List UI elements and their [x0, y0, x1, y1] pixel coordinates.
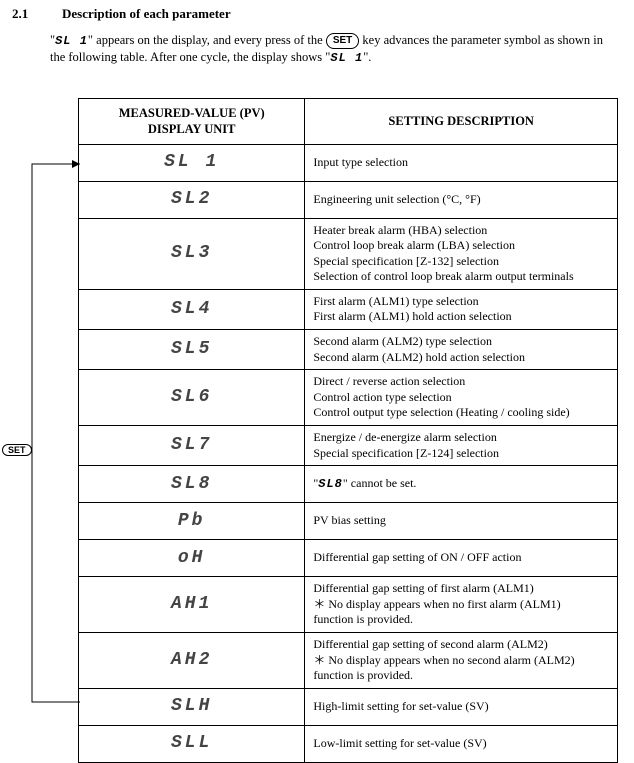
table-row: SLL Low-limit setting for set-value (SV): [79, 725, 618, 762]
table-row: AH2 Differential gap setting of second al…: [79, 633, 618, 689]
table-row: SL3 Heater break alarm (HBA) selectionCon…: [79, 218, 618, 289]
description-cell: Heater break alarm (HBA) selectionContro…: [305, 218, 618, 289]
description-cell: "SL8" cannot be set.: [305, 466, 618, 503]
display-cell: SL3: [79, 218, 305, 289]
intro-mid1: " appears on the display, and every pres…: [88, 33, 326, 47]
segment-symbol: SL8: [171, 474, 212, 494]
segment-symbol: SL 1: [164, 152, 219, 172]
segment-symbol: SL7: [171, 435, 212, 455]
description-cell: High-limit setting for set-value (SV): [305, 688, 618, 725]
display-cell: SLL: [79, 725, 305, 762]
description-cell: Low-limit setting for set-value (SV): [305, 725, 618, 762]
display-cell: AH2: [79, 633, 305, 689]
set-key-side: SET: [2, 444, 32, 456]
segment-symbol: SL5: [171, 339, 212, 359]
description-cell: Differential gap setting of ON / OFF act…: [305, 540, 618, 577]
display-cell: SL4: [79, 289, 305, 329]
intro-seg-2: SL 1: [330, 51, 363, 65]
description-cell: Differential gap setting of first alarm …: [305, 577, 618, 633]
table-body: SL 1 Input type selection SL2 Engineering u…: [79, 144, 618, 762]
intro-paragraph: "SL 1" appears on the display, and every…: [50, 32, 614, 66]
table-row: SL7 Energize / de-energize alarm selectio…: [79, 426, 618, 466]
display-cell: SL6: [79, 370, 305, 426]
table-row: SLH High-limit setting for set-value (SV): [79, 688, 618, 725]
display-cell: AH1: [79, 577, 305, 633]
segment-symbol: SL3: [171, 243, 212, 263]
table-row: SL5 Second alarm (ALM2) type selectionSec…: [79, 330, 618, 370]
display-cell: SL8: [79, 466, 305, 503]
table-row: SL2 Engineering unit selection (°C, °F): [79, 181, 618, 218]
description-cell: Direct / reverse action selectionControl…: [305, 370, 618, 426]
segment-symbol: SLH: [171, 696, 212, 716]
section-title: Description of each parameter: [62, 6, 231, 22]
segment-symbol: SL6: [171, 387, 212, 407]
table-row: SL8"SL8" cannot be set.: [79, 466, 618, 503]
segment-symbol: AH1: [171, 594, 212, 614]
table-row: SL 1 Input type selection: [79, 144, 618, 181]
parameter-table: MEASURED-VALUE (PV) DISPLAY UNIT SETTING…: [78, 98, 618, 763]
description-cell: Engineering unit selection (°C, °F): [305, 181, 618, 218]
segment-symbol-inline: SL8: [318, 477, 343, 491]
description-cell: Input type selection: [305, 144, 618, 181]
header-left-line2: DISPLAY UNIT: [148, 122, 236, 136]
description-cell: Energize / de-energize alarm selectionSp…: [305, 426, 618, 466]
table-row: Pb PV bias setting: [79, 503, 618, 540]
segment-symbol: SLL: [171, 733, 212, 753]
display-cell: SLH: [79, 688, 305, 725]
intro-seg-1: SL 1: [55, 34, 88, 48]
display-cell: Pb: [79, 503, 305, 540]
display-cell: SL2: [79, 181, 305, 218]
table-header-row: MEASURED-VALUE (PV) DISPLAY UNIT SETTING…: [79, 99, 618, 145]
cycle-arrow: [18, 150, 80, 720]
description-cell: Differential gap setting of second alarm…: [305, 633, 618, 689]
header-left-line1: MEASURED-VALUE (PV): [119, 106, 265, 120]
display-cell: SL5: [79, 330, 305, 370]
description-cell: PV bias setting: [305, 503, 618, 540]
parameter-table-wrap: MEASURED-VALUE (PV) DISPLAY UNIT SETTING…: [78, 98, 618, 763]
table-row: oH Differential gap setting of ON / OFF a…: [79, 540, 618, 577]
section-number: 2.1: [12, 6, 28, 22]
segment-symbol: Pb: [178, 511, 206, 531]
table-row: SL4 First alarm (ALM1) type selectionFirs…: [79, 289, 618, 329]
page: 2.1 Description of each parameter "SL 1"…: [0, 0, 634, 735]
intro-post: ".: [363, 50, 371, 64]
segment-symbol: oH: [178, 548, 206, 568]
segment-symbol: SL2: [171, 189, 212, 209]
table-row: AH1 Differential gap setting of first ala…: [79, 577, 618, 633]
header-display-unit: MEASURED-VALUE (PV) DISPLAY UNIT: [79, 99, 305, 145]
display-cell: SL 1: [79, 144, 305, 181]
segment-symbol: AH2: [171, 650, 212, 670]
header-setting-description: SETTING DESCRIPTION: [305, 99, 618, 145]
set-key-inline: SET: [326, 33, 359, 49]
description-cell: First alarm (ALM1) type selectionFirst a…: [305, 289, 618, 329]
display-cell: SL7: [79, 426, 305, 466]
description-cell: Second alarm (ALM2) type selectionSecond…: [305, 330, 618, 370]
display-cell: oH: [79, 540, 305, 577]
table-row: SL6 Direct / reverse action selectionCont…: [79, 370, 618, 426]
segment-symbol: SL4: [171, 299, 212, 319]
